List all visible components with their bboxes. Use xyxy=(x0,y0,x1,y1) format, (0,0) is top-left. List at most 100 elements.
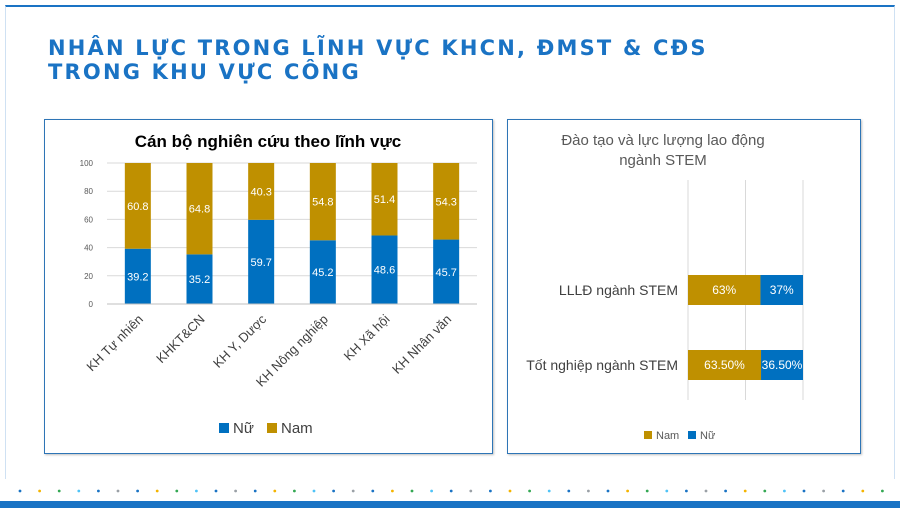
decorative-dot xyxy=(469,489,473,493)
decorative-dot xyxy=(508,489,512,493)
decorative-dot xyxy=(77,489,81,493)
decorative-dot xyxy=(312,489,316,493)
legend-label: Nữ xyxy=(700,430,716,442)
slide-title: NHÂN LỰC TRONG LĨNH VỰC KHCN, ĐMST & CĐS… xyxy=(48,36,708,84)
x-tick-label: KHKT&CN xyxy=(153,312,208,367)
data-label-male: 54.8 xyxy=(312,197,333,209)
bar-female xyxy=(761,350,803,380)
decorative-dot xyxy=(410,489,414,493)
bar-female xyxy=(186,254,213,304)
legend-label: Nữ xyxy=(233,420,254,437)
stem-chart-panel: Đào tạo và lực lượng lao động ngành STEM 6… xyxy=(507,119,861,454)
y-tick-label: LLLĐ ngành STEM xyxy=(559,282,678,298)
x-tick-label: KH Tự nhiên xyxy=(83,312,146,375)
data-label-female: 45.7 xyxy=(435,267,456,279)
legend-swatch xyxy=(267,423,277,433)
decorative-dot xyxy=(626,489,629,493)
data-label-male: 60.8 xyxy=(127,201,148,213)
y-tick-label: 60 xyxy=(84,215,93,224)
bar-male xyxy=(248,163,275,220)
decorative-dot xyxy=(234,489,238,493)
decorative-dot xyxy=(38,489,41,493)
decorative-dot xyxy=(724,489,727,493)
decorative-dot xyxy=(704,489,708,493)
decorative-dot-strip xyxy=(18,489,884,493)
slide-frame xyxy=(5,5,895,479)
y-tick-label: 40 xyxy=(84,244,93,253)
x-tick-label: KH Nhân văn xyxy=(389,312,454,377)
y-tick-label: 20 xyxy=(84,272,93,281)
bar-female xyxy=(309,240,336,304)
x-tick-label: KH Y, Dược xyxy=(210,311,270,371)
bar-male xyxy=(186,163,213,255)
decorative-dot xyxy=(136,489,140,493)
bottom-accent-bar xyxy=(0,501,900,508)
bar-female xyxy=(371,235,398,304)
bar-male xyxy=(688,275,761,305)
chart-title: Cán bộ nghiên cứu theo lĩnh vực xyxy=(135,132,401,151)
decorative-dot xyxy=(567,489,571,493)
data-label-female: 59.7 xyxy=(250,257,271,269)
decorative-dot xyxy=(763,489,767,493)
decorative-dot xyxy=(273,489,277,493)
data-label-female: 36.50% xyxy=(762,358,803,372)
data-label-female: 37% xyxy=(770,283,794,297)
decorative-dot xyxy=(391,489,394,493)
decorative-dot xyxy=(547,489,551,493)
decorative-dot xyxy=(743,489,747,493)
decorative-dot xyxy=(371,489,375,493)
decorative-dot xyxy=(665,489,669,493)
research-staff-chart: Cán bộ nghiên cứu theo lĩnh vực 0 20 40 60 80… xyxy=(80,132,477,437)
chart-title-line-2: ngành STEM xyxy=(619,152,707,169)
decorative-dot xyxy=(449,489,453,493)
research-staff-chart-panel: Cán bộ nghiên cứu theo lĩnh vực 0 20 40 60 80… xyxy=(44,119,493,454)
decorative-dot xyxy=(214,489,218,493)
data-label-female: 39.2 xyxy=(127,271,148,283)
decorative-dot xyxy=(489,489,492,493)
decorative-dot xyxy=(606,489,610,493)
decorative-dot xyxy=(155,489,159,493)
data-label-male: 51.4 xyxy=(374,194,395,206)
bar-male xyxy=(371,163,398,236)
bar-female xyxy=(248,219,275,304)
legend-swatch xyxy=(219,423,229,433)
bar-male xyxy=(309,163,336,241)
y-tick-label: 100 xyxy=(80,159,94,168)
stem-chart: Đào tạo và lực lượng lao động ngành STEM 6… xyxy=(526,132,804,442)
data-label-male: 63% xyxy=(712,283,736,297)
decorative-dot xyxy=(57,489,61,493)
bar-female xyxy=(124,248,151,304)
data-label-female: 48.6 xyxy=(374,265,395,277)
data-label-female: 35.2 xyxy=(189,274,210,286)
data-label-male: 64.8 xyxy=(189,204,210,216)
y-tick-label: 0 xyxy=(89,300,94,309)
decorative-dot xyxy=(861,489,865,493)
decorative-dot xyxy=(351,489,355,493)
y-tick-label: Tốt nghiệp ngành STEM xyxy=(526,357,678,373)
decorative-dot xyxy=(881,489,884,493)
legend-swatch xyxy=(688,431,696,439)
bar-male xyxy=(688,350,762,380)
decorative-dot xyxy=(802,489,806,493)
y-tick-label: 80 xyxy=(84,187,93,196)
decorative-dot xyxy=(822,489,825,493)
decorative-dot xyxy=(685,489,688,493)
decorative-dot xyxy=(332,489,335,493)
decorative-dot xyxy=(645,489,649,493)
x-tick-label: KH Xã hội xyxy=(341,311,393,363)
bar-male xyxy=(433,163,460,240)
decorative-dot xyxy=(841,489,845,493)
decorative-dot xyxy=(253,489,257,493)
decorative-dot xyxy=(116,489,120,493)
data-label-male: 54.3 xyxy=(435,196,456,208)
legend-label: Nam xyxy=(281,420,313,437)
bar-female xyxy=(433,239,460,304)
decorative-dot xyxy=(587,489,590,493)
bar-female xyxy=(760,275,803,305)
data-label-female: 45.2 xyxy=(312,267,333,279)
decorative-dot xyxy=(18,489,22,493)
decorative-dot xyxy=(293,489,296,493)
legend-label: Nam xyxy=(656,430,679,442)
decorative-dot xyxy=(175,489,179,493)
decorative-dot xyxy=(430,489,433,493)
